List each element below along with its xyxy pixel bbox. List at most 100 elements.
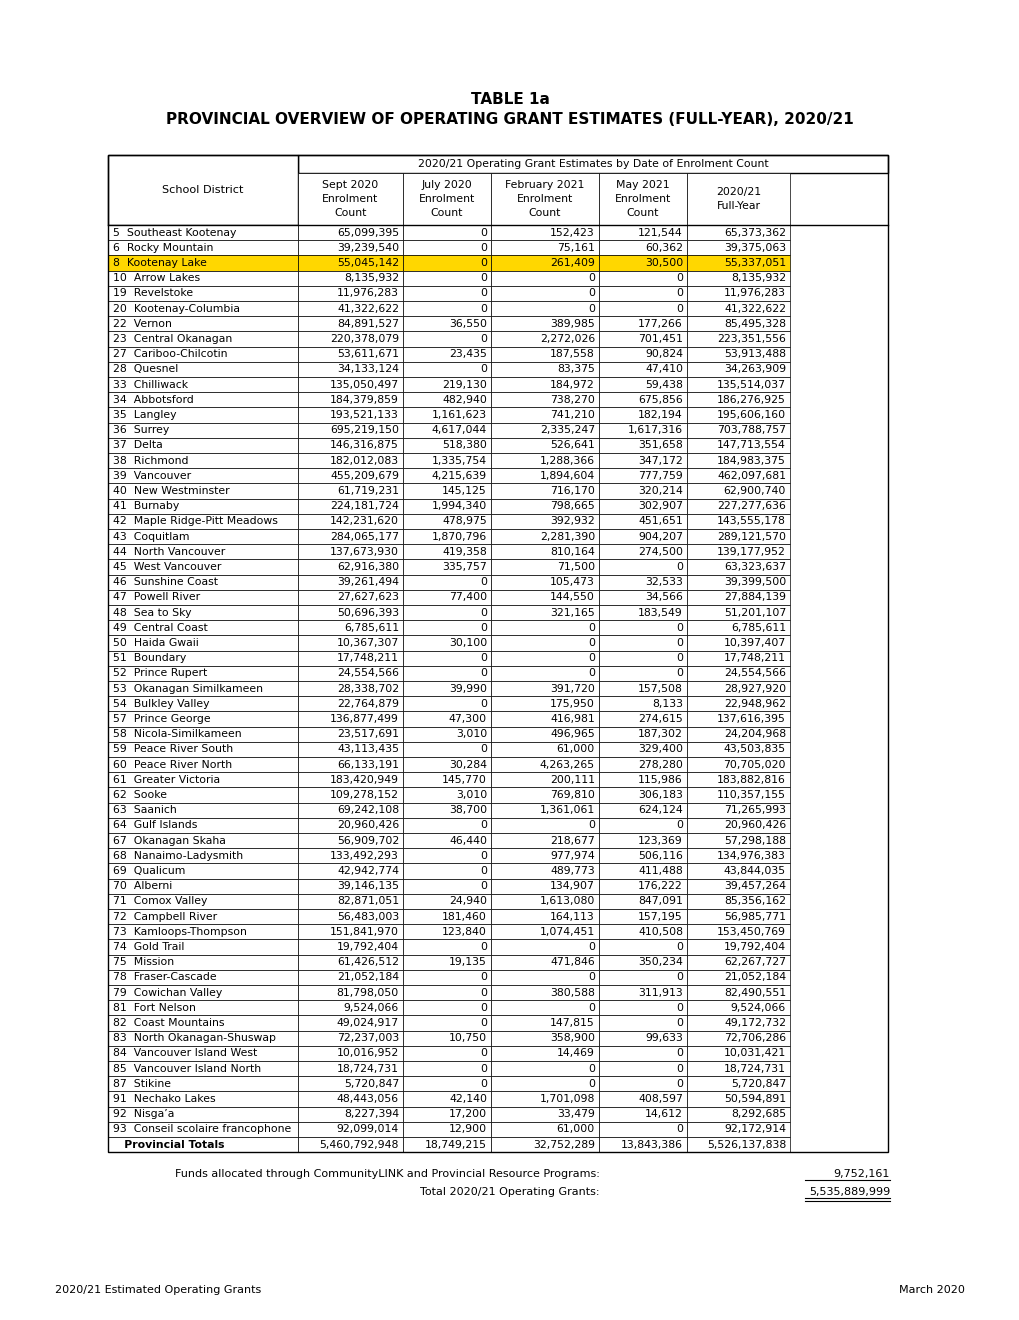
Bar [598,1045,687,1061]
Text: 28,338,702: 28,338,702 [336,684,398,693]
Bar [298,422,403,438]
Text: 0: 0 [480,851,486,861]
Bar [108,756,298,772]
Text: 34,133,124: 34,133,124 [336,364,398,375]
Bar [403,742,490,756]
Bar [108,255,298,271]
Text: 157,195: 157,195 [638,912,683,921]
Text: 53,611,671: 53,611,671 [336,350,398,359]
Bar [687,574,790,590]
Bar [108,788,298,803]
Text: 5  Southeast Kootenay: 5 Southeast Kootenay [113,227,236,238]
Bar [108,726,298,742]
Bar [598,1001,687,1015]
Bar [598,408,687,422]
Text: 261,409: 261,409 [549,257,594,268]
Text: 20,960,426: 20,960,426 [336,821,398,830]
Text: 50,696,393: 50,696,393 [336,607,398,618]
Text: 0: 0 [676,273,683,284]
Text: 10,397,407: 10,397,407 [723,638,786,648]
Text: Provincial Totals: Provincial Totals [113,1139,224,1150]
Bar [490,849,598,863]
Text: 0: 0 [480,1018,486,1028]
Text: 0: 0 [480,1048,486,1059]
Bar [108,742,298,756]
Text: 0: 0 [480,273,486,284]
Text: 48,443,056: 48,443,056 [336,1094,398,1104]
Text: 10,016,952: 10,016,952 [336,1048,398,1059]
Text: 21,052,184: 21,052,184 [336,973,398,982]
Text: 175,950: 175,950 [549,698,594,709]
Bar [490,544,598,560]
Text: 1,994,340: 1,994,340 [431,502,486,511]
Bar [298,711,403,726]
Text: 47  Powell River: 47 Powell River [113,593,200,602]
Bar [687,1061,790,1076]
Text: 68  Nanaimo-Ladysmith: 68 Nanaimo-Ladysmith [113,851,243,861]
Bar [687,635,790,651]
Text: 769,810: 769,810 [549,789,594,800]
Text: 136,877,499: 136,877,499 [330,714,398,723]
Bar [598,651,687,665]
Bar [490,378,598,392]
Text: 0: 0 [480,866,486,876]
Text: 278,280: 278,280 [638,759,683,770]
Bar [687,438,790,453]
Text: 5,535,889,999: 5,535,889,999 [808,1187,890,1197]
Bar [490,286,598,301]
Text: 123,369: 123,369 [638,836,683,846]
Text: February 2021
Enrolment
Count: February 2021 Enrolment Count [504,180,584,218]
Bar [108,529,298,544]
Bar [298,1076,403,1092]
Text: 147,713,554: 147,713,554 [716,441,786,450]
Bar [298,1031,403,1045]
Text: 306,183: 306,183 [638,789,683,800]
Bar [403,224,490,240]
Text: 61,719,231: 61,719,231 [336,486,398,496]
Text: 0: 0 [676,562,683,572]
Text: 41,322,622: 41,322,622 [336,304,398,314]
Bar [598,620,687,635]
Bar [298,1092,403,1106]
Bar [598,1137,687,1152]
Text: 17,200: 17,200 [448,1109,486,1119]
Text: 23  Central Okanagan: 23 Central Okanagan [113,334,232,345]
Bar [108,560,298,574]
Bar [403,513,490,529]
Bar [490,894,598,909]
Bar [687,590,790,605]
Text: 38  Richmond: 38 Richmond [113,455,189,466]
Bar [490,301,598,317]
Bar [108,879,298,894]
Bar [298,271,403,286]
Bar [108,772,298,788]
Bar [490,240,598,255]
Text: 79  Cowichan Valley: 79 Cowichan Valley [113,987,222,998]
Bar [108,483,298,499]
Bar [403,803,490,818]
Bar [403,422,490,438]
Bar [598,301,687,317]
Text: Sept 2020
Enrolment
Count: Sept 2020 Enrolment Count [322,180,378,218]
Text: 137,616,395: 137,616,395 [716,714,786,723]
Text: 157,508: 157,508 [638,684,683,693]
Text: 738,270: 738,270 [549,395,594,405]
Text: 33  Chilliwack: 33 Chilliwack [113,380,187,389]
Bar [403,879,490,894]
Text: 0: 0 [480,698,486,709]
Text: 0: 0 [676,288,683,298]
Text: 61,000: 61,000 [556,744,594,755]
Bar [403,1137,490,1152]
Bar [298,560,403,574]
Bar [298,788,403,803]
Text: 84  Vancouver Island West: 84 Vancouver Island West [113,1048,257,1059]
Text: 82  Coast Mountains: 82 Coast Mountains [113,1018,224,1028]
Bar [298,833,403,849]
Bar [687,924,790,940]
Bar [403,378,490,392]
Bar [298,696,403,711]
Bar [687,803,790,818]
Bar [403,438,490,453]
Text: 0: 0 [676,638,683,648]
Text: 36  Surrey: 36 Surrey [113,425,169,436]
